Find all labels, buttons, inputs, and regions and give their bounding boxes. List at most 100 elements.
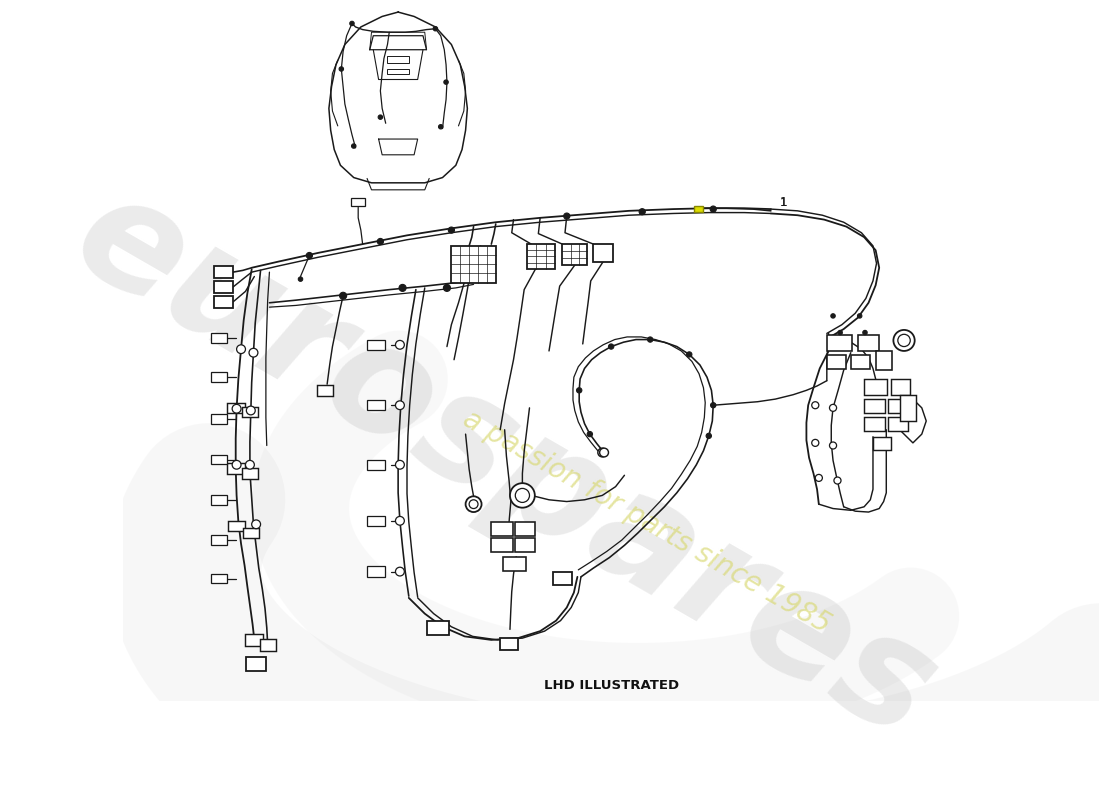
Bar [387, 56, 409, 63]
Bar [211, 333, 227, 342]
Bar [888, 418, 907, 431]
Text: a passion for parts since 1985: a passion for parts since 1985 [458, 405, 835, 638]
Circle shape [829, 404, 837, 411]
Circle shape [862, 330, 867, 334]
Bar [865, 379, 888, 394]
Bar [367, 566, 385, 577]
Circle shape [350, 22, 354, 26]
Circle shape [469, 500, 478, 509]
Bar [351, 198, 365, 206]
Bar [213, 266, 233, 278]
Circle shape [306, 253, 312, 258]
Bar [492, 522, 513, 536]
Bar [211, 454, 227, 464]
Bar [562, 244, 587, 265]
Bar [211, 535, 227, 545]
Circle shape [232, 460, 241, 469]
Bar [318, 385, 333, 395]
Bar [367, 459, 385, 470]
Bar [888, 399, 907, 413]
Bar [850, 355, 870, 370]
Bar [228, 521, 245, 531]
Circle shape [298, 277, 302, 282]
Circle shape [834, 477, 842, 484]
Bar [527, 244, 556, 269]
Bar [227, 402, 244, 413]
Bar [900, 394, 915, 421]
Circle shape [249, 348, 257, 357]
Circle shape [352, 144, 356, 148]
Bar [500, 638, 518, 650]
Circle shape [396, 341, 405, 349]
Bar [242, 407, 257, 418]
Bar [876, 351, 892, 370]
Bar [246, 658, 266, 671]
Text: 1: 1 [780, 197, 788, 210]
Circle shape [830, 314, 835, 318]
Bar [515, 538, 535, 552]
Circle shape [829, 442, 837, 449]
Circle shape [898, 334, 911, 346]
Circle shape [443, 284, 451, 291]
Circle shape [706, 434, 712, 438]
Circle shape [815, 474, 823, 482]
Circle shape [597, 448, 607, 457]
Circle shape [812, 402, 818, 409]
Bar [260, 639, 276, 651]
Bar [227, 463, 244, 474]
Circle shape [396, 401, 405, 410]
Circle shape [711, 206, 716, 212]
Circle shape [252, 520, 261, 529]
Circle shape [396, 460, 405, 469]
Bar [242, 468, 257, 478]
Circle shape [236, 345, 245, 354]
Bar [503, 557, 526, 570]
Circle shape [587, 431, 593, 437]
Circle shape [439, 125, 443, 129]
Circle shape [515, 489, 529, 502]
Circle shape [449, 227, 454, 233]
Circle shape [377, 238, 384, 245]
Bar [873, 437, 891, 450]
Bar [387, 69, 409, 74]
Bar [891, 379, 911, 394]
Bar [367, 515, 385, 526]
Bar [211, 495, 227, 505]
Text: eurospares: eurospares [50, 158, 960, 770]
Bar [245, 634, 263, 646]
Circle shape [838, 330, 843, 334]
Bar [211, 372, 227, 382]
Bar [211, 574, 227, 583]
Text: LHD ILLUSTRATED: LHD ILLUSTRATED [543, 679, 679, 692]
Bar [865, 399, 886, 413]
Bar [492, 538, 513, 552]
Bar [827, 335, 851, 351]
Circle shape [857, 314, 862, 318]
Bar [211, 414, 227, 424]
Circle shape [812, 439, 818, 446]
Bar [593, 244, 613, 262]
Circle shape [510, 483, 535, 508]
Bar [827, 355, 846, 370]
Circle shape [340, 292, 346, 299]
Circle shape [600, 448, 608, 457]
Circle shape [339, 67, 343, 71]
Bar [367, 339, 385, 350]
Circle shape [465, 496, 482, 512]
Circle shape [563, 213, 570, 219]
Bar [367, 400, 385, 410]
Bar [858, 335, 879, 351]
Bar [694, 206, 703, 212]
Bar [552, 572, 572, 585]
Circle shape [378, 115, 383, 119]
Circle shape [443, 80, 449, 84]
Circle shape [686, 352, 692, 357]
Text: 1: 1 [780, 198, 786, 209]
Bar [515, 522, 535, 536]
Circle shape [232, 404, 241, 413]
Circle shape [576, 388, 582, 393]
Bar [243, 528, 258, 538]
Circle shape [893, 330, 915, 351]
Circle shape [245, 460, 254, 469]
Circle shape [399, 284, 406, 291]
